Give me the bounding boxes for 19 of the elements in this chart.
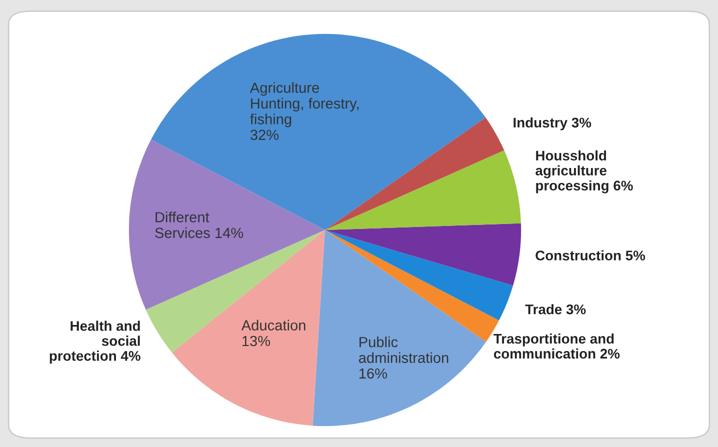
pie-slice (325, 223, 522, 286)
pie-slice (312, 230, 486, 426)
data-label: 13% (242, 336, 270, 346)
slice-label: Trade 3% (525, 304, 586, 314)
slice-label: Aducation (241, 320, 306, 330)
slice-label: Construction 5% (536, 250, 646, 260)
slice-label: Industry 3% (514, 117, 592, 130)
slice-label: Public administration (358, 336, 448, 363)
slice-label: Trasportitione and communication 2% (494, 333, 620, 359)
slice-label: Health and social protection 4% (50, 320, 140, 364)
data-label: 32% (250, 130, 279, 140)
slice-label: Different Services 14% (155, 212, 244, 238)
pie-slice (325, 150, 521, 230)
slice-label: Agriculture Hunting, forestry, fishing (250, 82, 359, 128)
data-label: 16% (359, 368, 388, 379)
pie-slice (325, 230, 514, 320)
slice-label: Housshold agriculture processing 6% (536, 150, 633, 194)
pie-slice (128, 140, 325, 310)
pie-slice (325, 118, 504, 230)
